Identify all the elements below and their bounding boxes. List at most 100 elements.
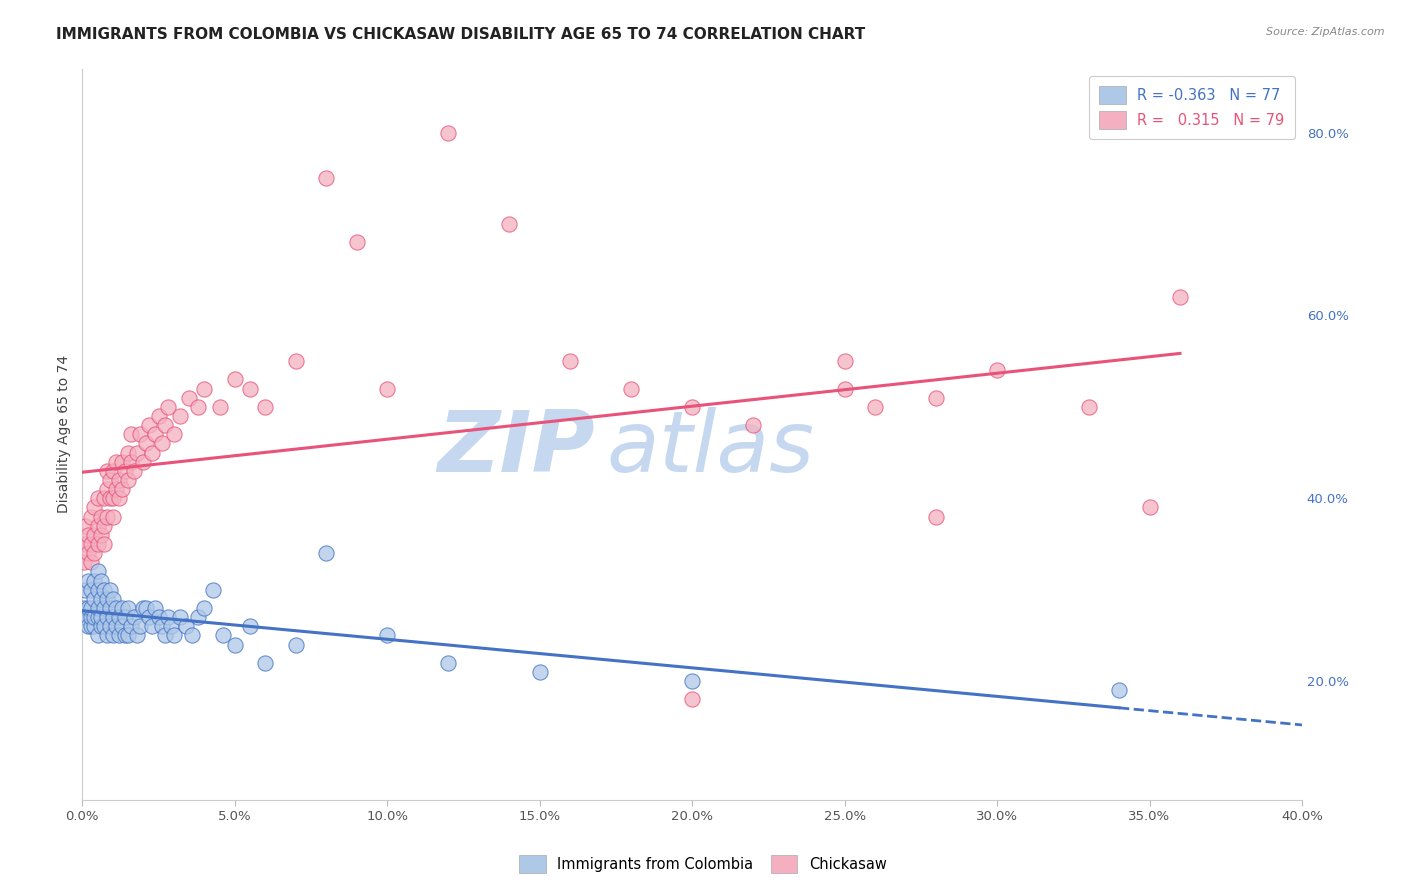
- Point: [135, 436, 157, 450]
- Point: [153, 418, 176, 433]
- Point: [239, 382, 262, 396]
- Point: [96, 509, 118, 524]
- Point: [284, 638, 307, 652]
- Point: [925, 391, 948, 405]
- Point: [86, 518, 108, 533]
- Point: [135, 601, 157, 615]
- Point: [111, 482, 134, 496]
- Point: [86, 537, 108, 551]
- Point: [108, 491, 131, 506]
- Point: [101, 491, 124, 506]
- Point: [163, 628, 186, 642]
- Point: [75, 610, 97, 624]
- Text: Source: ZipAtlas.com: Source: ZipAtlas.com: [1267, 27, 1385, 37]
- Point: [132, 601, 155, 615]
- Point: [150, 436, 173, 450]
- Point: [132, 455, 155, 469]
- Point: [98, 601, 121, 615]
- Point: [127, 445, 149, 459]
- Text: atlas: atlas: [607, 408, 814, 491]
- Point: [986, 363, 1008, 377]
- Point: [202, 582, 225, 597]
- Point: [498, 217, 520, 231]
- Point: [925, 509, 948, 524]
- Point: [93, 582, 115, 597]
- Point: [111, 619, 134, 633]
- Point: [83, 500, 105, 515]
- Point: [193, 601, 215, 615]
- Point: [117, 445, 139, 459]
- Point: [83, 528, 105, 542]
- Point: [104, 601, 127, 615]
- Point: [96, 591, 118, 606]
- Point: [80, 509, 103, 524]
- Point: [98, 619, 121, 633]
- Point: [187, 400, 209, 414]
- Point: [98, 473, 121, 487]
- Point: [863, 400, 886, 414]
- Point: [104, 455, 127, 469]
- Point: [834, 382, 856, 396]
- Point: [156, 610, 179, 624]
- Point: [80, 601, 103, 615]
- Point: [117, 473, 139, 487]
- Point: [101, 610, 124, 624]
- Point: [114, 610, 136, 624]
- Point: [86, 628, 108, 642]
- Point: [138, 418, 160, 433]
- Point: [75, 518, 97, 533]
- Point: [101, 628, 124, 642]
- Point: [254, 400, 277, 414]
- Point: [80, 582, 103, 597]
- Point: [145, 427, 167, 442]
- Point: [111, 455, 134, 469]
- Point: [156, 400, 179, 414]
- Point: [159, 619, 181, 633]
- Point: [90, 574, 112, 588]
- Point: [98, 582, 121, 597]
- Text: IMMIGRANTS FROM COLOMBIA VS CHICKASAW DISABILITY AGE 65 TO 74 CORRELATION CHART: IMMIGRANTS FROM COLOMBIA VS CHICKASAW DI…: [56, 27, 866, 42]
- Point: [90, 610, 112, 624]
- Point: [742, 418, 765, 433]
- Point: [93, 491, 115, 506]
- Point: [211, 628, 233, 642]
- Point: [90, 591, 112, 606]
- Point: [80, 537, 103, 551]
- Point: [73, 555, 96, 569]
- Point: [80, 555, 103, 569]
- Point: [90, 509, 112, 524]
- Point: [83, 546, 105, 560]
- Point: [163, 427, 186, 442]
- Point: [77, 528, 100, 542]
- Point: [208, 400, 231, 414]
- Point: [1108, 683, 1130, 698]
- Point: [153, 628, 176, 642]
- Point: [111, 601, 134, 615]
- Point: [73, 601, 96, 615]
- Point: [77, 601, 100, 615]
- Point: [120, 427, 142, 442]
- Point: [108, 473, 131, 487]
- Point: [120, 619, 142, 633]
- Point: [681, 692, 703, 706]
- Point: [148, 409, 170, 423]
- Point: [83, 574, 105, 588]
- Point: [239, 619, 262, 633]
- Legend: R = -0.363   N = 77, R =   0.315   N = 79: R = -0.363 N = 77, R = 0.315 N = 79: [1090, 76, 1295, 139]
- Point: [529, 665, 551, 679]
- Legend: Immigrants from Colombia, Chickasaw: Immigrants from Colombia, Chickasaw: [512, 848, 894, 880]
- Point: [620, 382, 643, 396]
- Point: [129, 619, 152, 633]
- Point: [681, 400, 703, 414]
- Point: [315, 171, 337, 186]
- Point: [90, 619, 112, 633]
- Point: [98, 491, 121, 506]
- Text: ZIP: ZIP: [437, 408, 595, 491]
- Point: [169, 610, 191, 624]
- Point: [75, 537, 97, 551]
- Point: [148, 610, 170, 624]
- Point: [83, 591, 105, 606]
- Point: [108, 628, 131, 642]
- Point: [80, 610, 103, 624]
- Point: [101, 591, 124, 606]
